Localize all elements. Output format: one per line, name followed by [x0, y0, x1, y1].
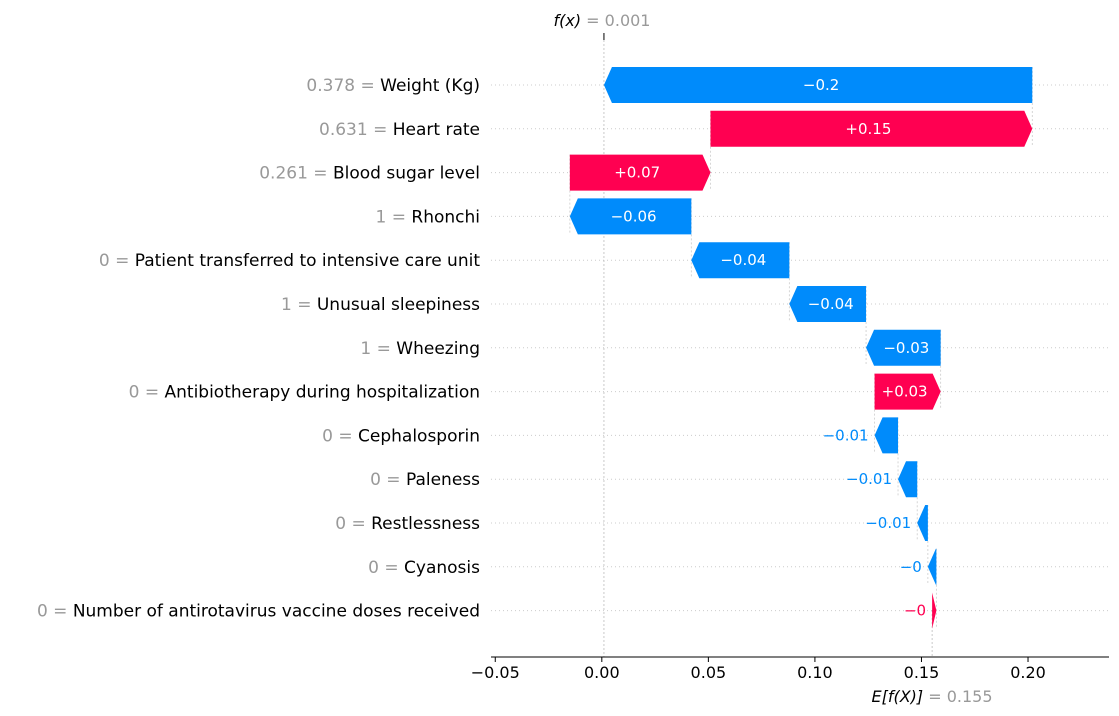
feature-value: 0 = [368, 558, 404, 578]
bar [569, 198, 692, 235]
feature-value: 0 = [99, 251, 135, 271]
x-tick-label: 0.00 [584, 663, 620, 682]
bar [789, 286, 867, 322]
x-tick-label: 0.15 [904, 663, 940, 682]
feature-label: 0 = Patient transferred to intensive car… [99, 251, 480, 271]
feature-name: Unusual sleepiness [317, 295, 480, 315]
feature-value: 1 = [281, 295, 317, 315]
feature-label: 0 = Paleness [370, 470, 480, 490]
feature-label: 0 = Number of antirotavirus vaccine dose… [37, 602, 480, 622]
ex-value: 0.155 [947, 687, 993, 706]
bar-value-label: −0.2 [803, 76, 839, 94]
bar [710, 110, 1033, 147]
feature-label: 0 = Antibiotherapy during hospitalizatio… [129, 383, 480, 403]
feature-name: Patient transferred to intensive care un… [135, 251, 481, 271]
feature-value: 0.261 = [259, 164, 333, 184]
feature-name: Wheezing [396, 339, 480, 359]
feature-label: 0 = Restlessness [335, 514, 480, 534]
bar-value-label: +0.15 [845, 120, 891, 138]
feature-label: 1 = Unusual sleepiness [281, 295, 480, 315]
bar [874, 417, 899, 454]
bar-value-label: −0.01 [865, 514, 911, 532]
feature-value: 0.631 = [319, 120, 393, 140]
bar [898, 461, 918, 498]
feature-name: Cephalosporin [358, 426, 480, 446]
fx-value: 0.001 [605, 11, 651, 30]
feature-labels: 0.378 = Weight (Kg) 0.631 = Heart rate 0.2… [37, 76, 480, 622]
fx-equals: = [581, 11, 605, 30]
feature-label: 1 = Wheezing [360, 339, 480, 359]
bar-value-label: −0.06 [611, 207, 657, 225]
feature-name: Weight (Kg) [380, 76, 480, 96]
bar-value-label: −0.01 [823, 426, 869, 444]
x-tick-label: 0.10 [797, 663, 833, 682]
expected-value-annotation: E[f(X)] = 0.155 [871, 687, 992, 706]
bar [927, 548, 937, 585]
bar [603, 67, 1033, 103]
feature-value: 0 = [370, 470, 406, 490]
feature-value: 0.378 = [306, 76, 380, 96]
feature-name: Number of antirotavirus vaccine doses re… [73, 602, 480, 622]
bar [917, 505, 928, 541]
bar [866, 329, 941, 366]
fx-annotation: f(x) = 0.001 [554, 11, 651, 30]
bar-value-label: +0.03 [882, 383, 928, 401]
feature-label: 0.378 = Weight (Kg) [306, 76, 480, 96]
feature-name: Paleness [406, 470, 480, 490]
bar [569, 154, 711, 191]
bar [874, 373, 941, 410]
feature-label: 1 = Rhonchi [376, 207, 480, 227]
x-axis: −0.05 0.00 0.05 0.10 0.15 0.20 [471, 656, 1109, 682]
feature-value: 1 = [360, 339, 396, 359]
bar-value-label: −0.04 [808, 295, 854, 313]
feature-label: 0 = Cephalosporin [322, 426, 480, 446]
feature-value: 0 = [37, 602, 73, 622]
feature-name: Antibiotherapy during hospitalization [165, 383, 481, 403]
x-tick-label: 0.20 [1010, 663, 1046, 682]
bars: −0.2 +0.15 +0.07 −0.06 −0.04 −0.04 −0.03 +0.03 −… [569, 67, 1033, 629]
bar-value-label: −0 [900, 558, 922, 576]
bar-value-label: −0 [904, 602, 926, 620]
feature-value: 0 = [322, 426, 358, 446]
feature-name: Blood sugar level [333, 164, 480, 184]
feature-name: Cyanosis [404, 558, 480, 578]
ex-equals: = [923, 687, 947, 706]
bar-value-label: +0.07 [614, 164, 660, 182]
feature-label: 0 = Cyanosis [368, 558, 480, 578]
bar-value-label: −0.04 [720, 251, 766, 269]
bar-value-label: −0.01 [846, 470, 892, 488]
bar [691, 242, 790, 279]
ex-label: E[f(X)] [871, 687, 923, 706]
feature-label: 0.261 = Blood sugar level [259, 164, 480, 184]
x-tick-label: 0.05 [691, 663, 727, 682]
bar-value-label: −0.03 [883, 339, 929, 357]
feature-name: Rhonchi [411, 207, 480, 227]
fx-label: f(x) [554, 11, 582, 30]
feature-name: Heart rate [393, 120, 480, 140]
feature-value: 0 = [335, 514, 371, 534]
x-tick-label: −0.05 [471, 663, 520, 682]
feature-label: 0.631 = Heart rate [319, 120, 480, 140]
feature-value: 1 = [376, 207, 412, 227]
feature-name: Restlessness [371, 514, 480, 534]
feature-value: 0 = [129, 383, 165, 403]
bar [932, 592, 937, 629]
